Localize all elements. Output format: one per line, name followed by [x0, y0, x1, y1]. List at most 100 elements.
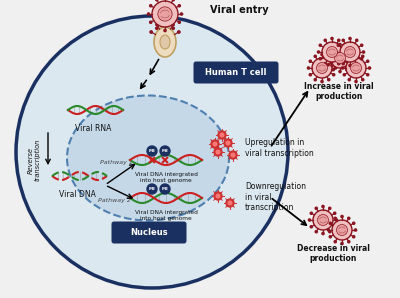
- Text: Pathway 1: Pathway 1: [100, 160, 132, 165]
- Circle shape: [343, 60, 346, 62]
- Circle shape: [318, 51, 320, 53]
- Circle shape: [322, 205, 324, 208]
- Circle shape: [356, 63, 358, 65]
- FancyBboxPatch shape: [194, 61, 278, 83]
- Text: ME: ME: [148, 187, 156, 191]
- Circle shape: [152, 1, 178, 27]
- Circle shape: [160, 146, 170, 156]
- Circle shape: [346, 45, 348, 47]
- Circle shape: [366, 60, 369, 62]
- Circle shape: [220, 133, 224, 137]
- Circle shape: [342, 44, 345, 46]
- Circle shape: [231, 153, 235, 157]
- Circle shape: [334, 212, 336, 214]
- Circle shape: [327, 229, 330, 231]
- Circle shape: [346, 58, 366, 78]
- Circle shape: [334, 67, 337, 69]
- Circle shape: [309, 60, 312, 62]
- Circle shape: [337, 44, 340, 46]
- Circle shape: [178, 31, 180, 33]
- Circle shape: [350, 63, 362, 74]
- Circle shape: [218, 131, 226, 139]
- Circle shape: [341, 215, 343, 218]
- Circle shape: [308, 219, 311, 221]
- Circle shape: [226, 199, 234, 207]
- Circle shape: [344, 51, 346, 53]
- Circle shape: [160, 184, 170, 194]
- Circle shape: [150, 5, 152, 7]
- Circle shape: [332, 45, 334, 47]
- Text: ME: ME: [162, 187, 168, 191]
- Text: Downregulation
in viral
transcription: Downregulation in viral transcription: [245, 182, 306, 212]
- Circle shape: [214, 148, 222, 156]
- Text: Viral RNA: Viral RNA: [75, 124, 111, 133]
- Circle shape: [346, 69, 348, 71]
- Circle shape: [350, 50, 353, 52]
- Circle shape: [224, 139, 232, 147]
- Circle shape: [343, 74, 346, 76]
- Circle shape: [349, 64, 351, 66]
- Circle shape: [337, 58, 340, 60]
- Text: Upregulation in
viral transcription: Upregulation in viral transcription: [245, 138, 314, 158]
- Circle shape: [335, 219, 338, 221]
- Text: Human T cell: Human T cell: [205, 68, 267, 77]
- Circle shape: [368, 67, 371, 69]
- Circle shape: [150, 21, 152, 23]
- Circle shape: [342, 39, 344, 41]
- Circle shape: [321, 80, 323, 83]
- Circle shape: [326, 46, 338, 58]
- Circle shape: [180, 13, 183, 15]
- Text: Viral entry: Viral entry: [210, 5, 269, 15]
- Circle shape: [332, 220, 352, 240]
- Text: Increase in viral
production: Increase in viral production: [304, 82, 374, 101]
- Circle shape: [360, 58, 363, 60]
- Circle shape: [330, 48, 350, 68]
- Circle shape: [150, 31, 152, 33]
- Text: Nucleus: Nucleus: [130, 228, 168, 237]
- Circle shape: [156, 24, 158, 26]
- Text: Viral DNA intergrated
into host genome: Viral DNA intergrated into host genome: [134, 210, 198, 221]
- Circle shape: [352, 57, 355, 59]
- Circle shape: [362, 51, 365, 53]
- Circle shape: [352, 236, 355, 238]
- Circle shape: [334, 226, 336, 228]
- Circle shape: [366, 74, 369, 76]
- Circle shape: [214, 192, 222, 200]
- FancyBboxPatch shape: [112, 221, 186, 243]
- Text: ME: ME: [148, 149, 156, 153]
- Circle shape: [340, 42, 360, 62]
- Circle shape: [178, 5, 180, 7]
- Circle shape: [213, 142, 217, 146]
- Circle shape: [324, 63, 326, 65]
- Circle shape: [328, 79, 330, 81]
- Circle shape: [331, 38, 333, 40]
- Circle shape: [156, 27, 158, 30]
- Ellipse shape: [67, 95, 229, 221]
- Circle shape: [307, 67, 310, 69]
- Circle shape: [158, 7, 172, 21]
- Text: Decrease in viral
production: Decrease in viral production: [296, 244, 370, 263]
- Circle shape: [16, 16, 288, 288]
- Circle shape: [362, 55, 364, 58]
- Circle shape: [327, 64, 330, 66]
- Circle shape: [341, 67, 344, 69]
- Text: Viral DNA: Viral DNA: [58, 190, 96, 199]
- Circle shape: [354, 229, 357, 231]
- Circle shape: [334, 240, 336, 243]
- Circle shape: [319, 58, 322, 60]
- Circle shape: [326, 57, 328, 59]
- Circle shape: [329, 222, 332, 224]
- Circle shape: [172, 27, 174, 30]
- Circle shape: [362, 79, 364, 81]
- Circle shape: [312, 58, 332, 78]
- Circle shape: [164, 30, 166, 32]
- Circle shape: [331, 64, 333, 66]
- Circle shape: [355, 53, 357, 56]
- Text: Pathway 2: Pathway 2: [98, 198, 130, 203]
- Circle shape: [315, 231, 317, 233]
- Circle shape: [348, 79, 350, 81]
- Circle shape: [178, 21, 180, 23]
- Circle shape: [322, 42, 342, 62]
- Circle shape: [216, 194, 220, 198]
- Circle shape: [335, 51, 338, 53]
